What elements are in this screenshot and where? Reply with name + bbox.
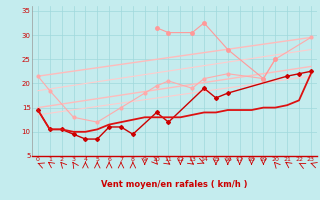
X-axis label: Vent moyen/en rafales ( km/h ): Vent moyen/en rafales ( km/h ) xyxy=(101,180,248,189)
